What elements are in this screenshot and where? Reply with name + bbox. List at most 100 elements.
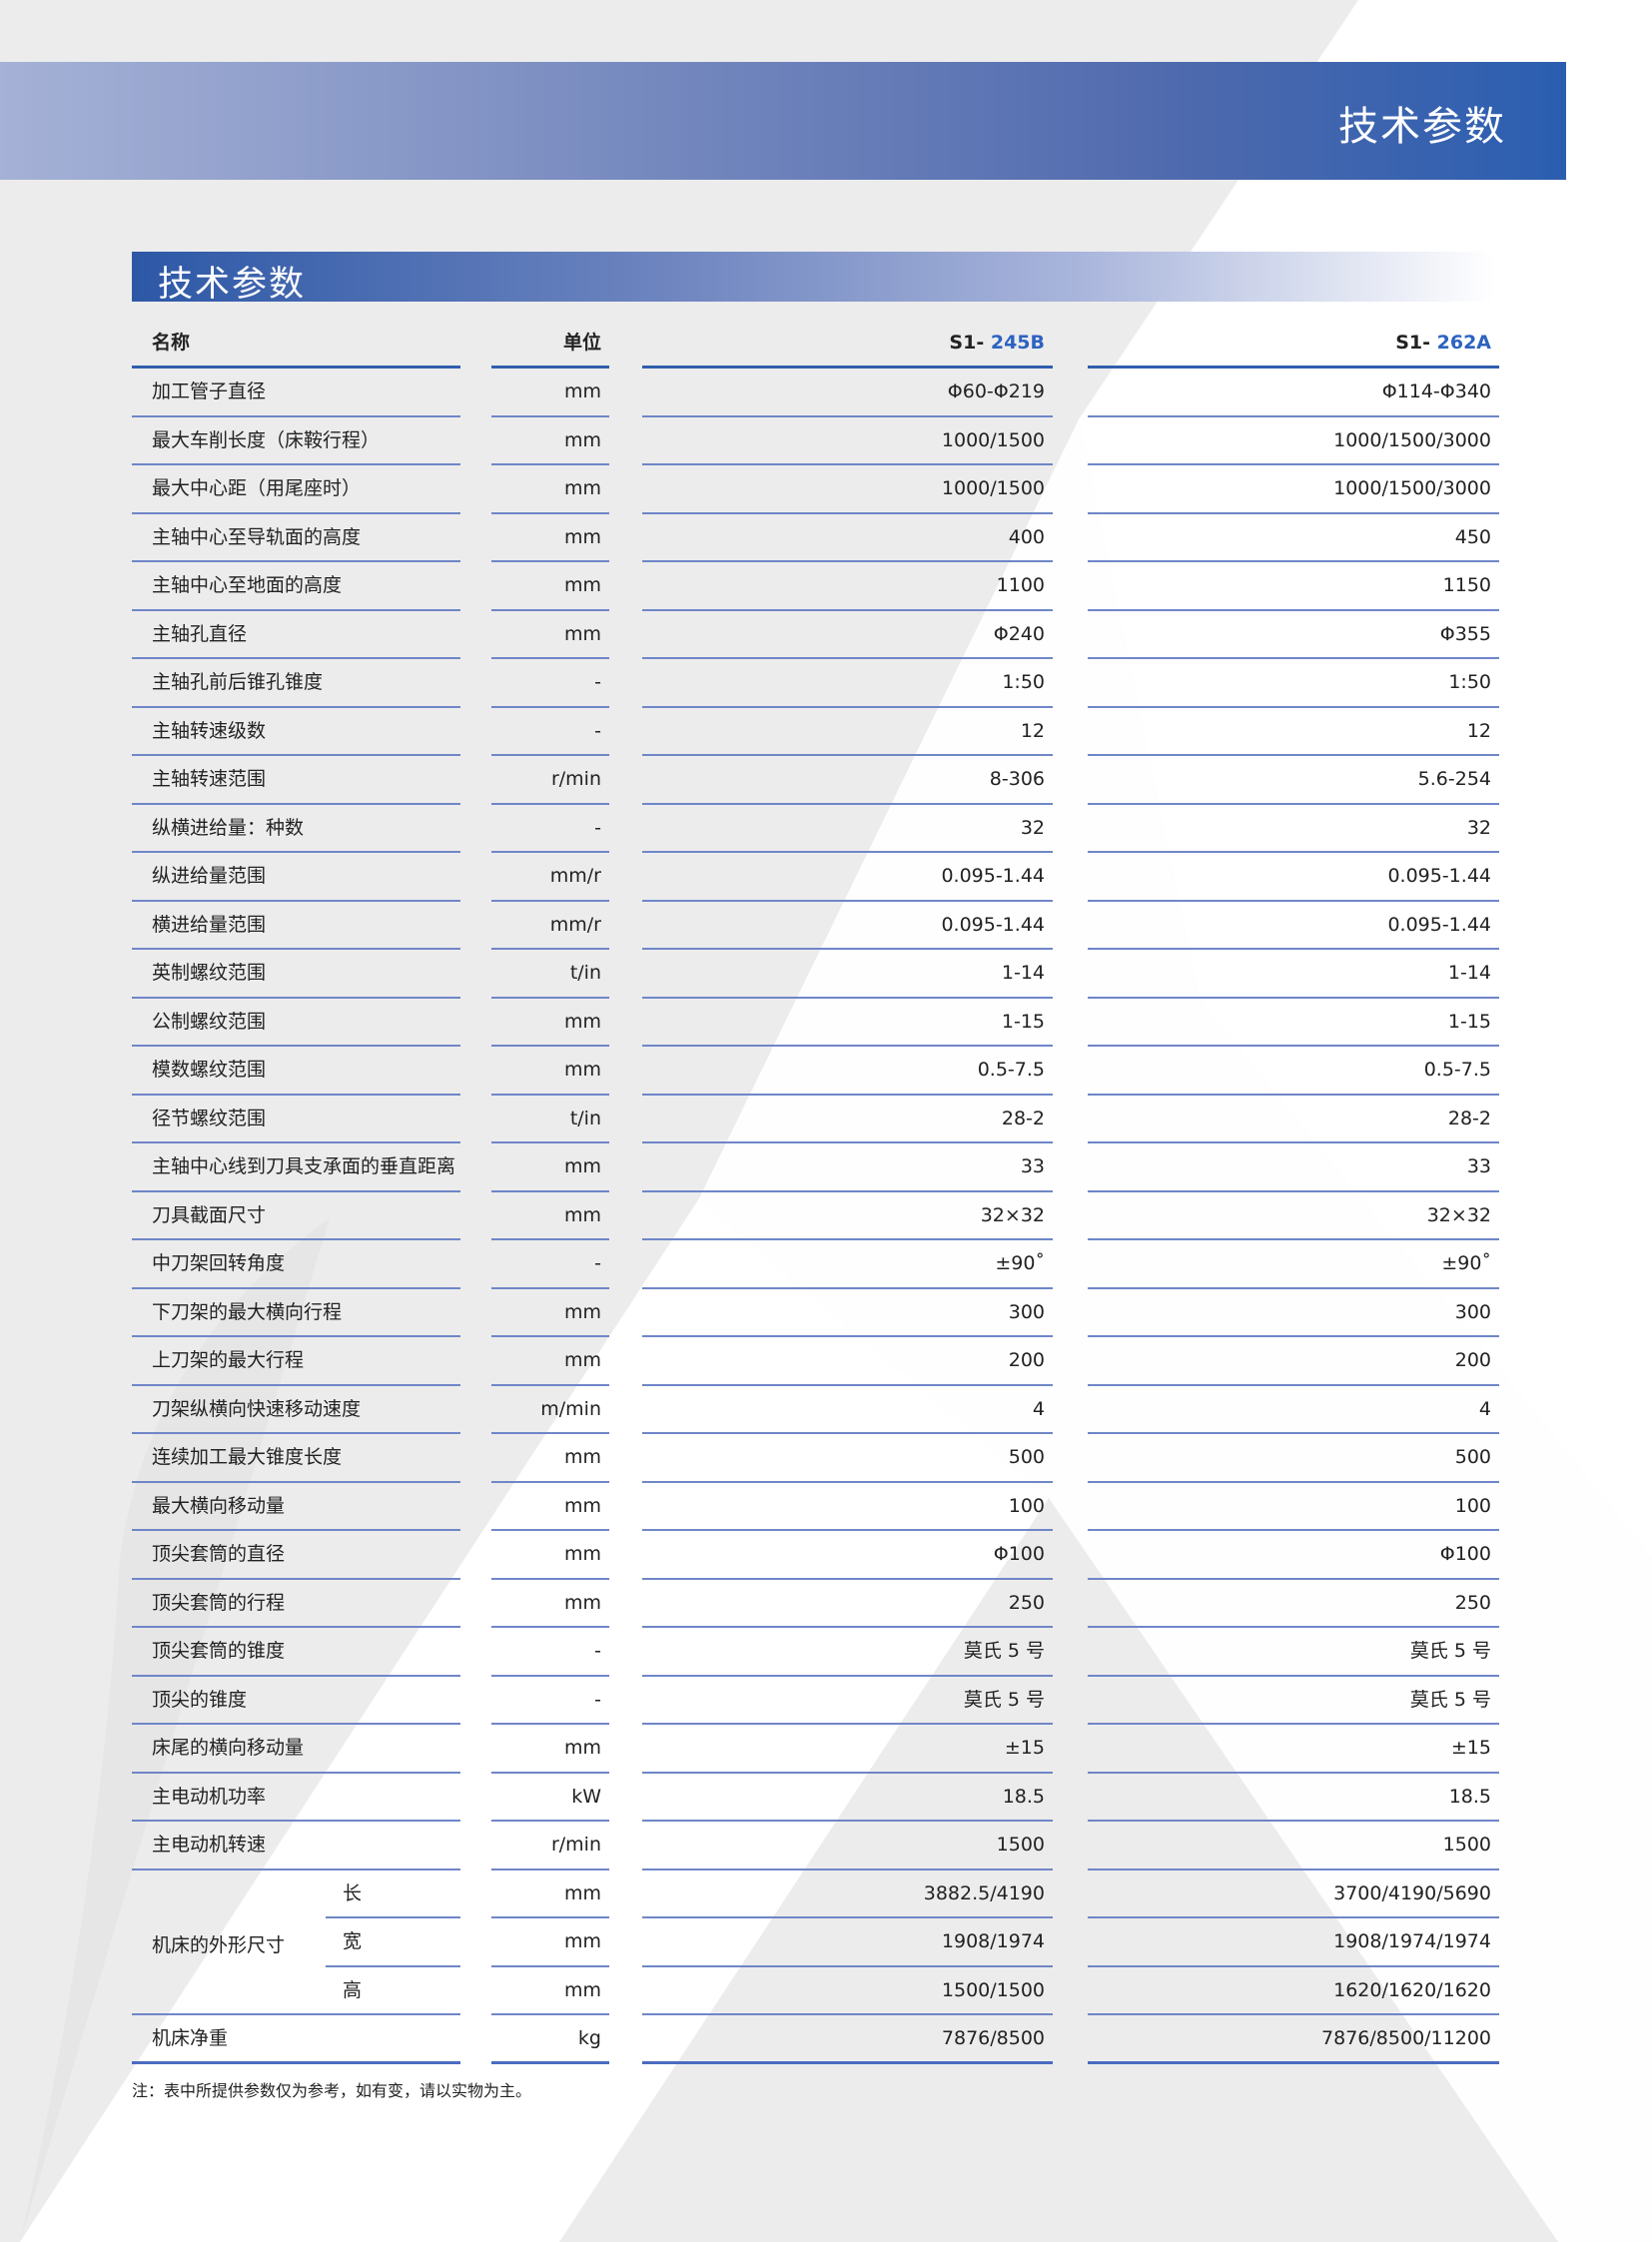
table-row: 纵横进给量：种数 -32 32 bbox=[0, 805, 1652, 853]
value-model-2: 1-14 bbox=[1088, 950, 1499, 999]
param-unit: mm bbox=[491, 1047, 609, 1096]
param-unit: mm bbox=[491, 1967, 609, 2015]
value-model-2: Φ100 bbox=[1088, 1531, 1499, 1580]
param-name: 机床净重 bbox=[132, 2015, 460, 2064]
table-row: 高 mm 1500/1500 1620/1620/1620 bbox=[0, 1967, 1652, 2015]
param-unit: - bbox=[491, 805, 609, 853]
model-1-prefix: S1- bbox=[949, 332, 985, 354]
value-model-1: 400 bbox=[642, 514, 1053, 562]
value-model-1: 100 bbox=[642, 1483, 1053, 1531]
value-model-1: 4 bbox=[642, 1386, 1053, 1434]
header-model-1: S1- 245B bbox=[642, 320, 1053, 369]
value-model-1: 250 bbox=[642, 1580, 1053, 1628]
table-row: 主轴转速级数 -12 12 bbox=[0, 708, 1652, 756]
value-model-2: 250 bbox=[1088, 1580, 1499, 1628]
dimension-sub-label: 宽 bbox=[326, 1918, 460, 1967]
value-model-2: 100 bbox=[1088, 1483, 1499, 1531]
value-model-1: Φ100 bbox=[642, 1531, 1053, 1580]
value-model-1: 1000/1500 bbox=[642, 417, 1053, 465]
value-model-2: 450 bbox=[1088, 514, 1499, 562]
value-model-1: 18.5 bbox=[642, 1774, 1053, 1822]
param-name: 纵进给量范围 bbox=[132, 853, 460, 902]
param-unit: r/min bbox=[491, 756, 609, 805]
table-row: 主轴中心线到刀具支承面的垂直距离 mm 33 33 bbox=[0, 1143, 1652, 1192]
value-model-2: Φ355 bbox=[1088, 611, 1499, 659]
param-unit: mm bbox=[491, 1434, 609, 1483]
param-unit: kg bbox=[491, 2015, 609, 2064]
param-name: 模数螺纹范围 bbox=[132, 1047, 460, 1096]
value-model-2: 28-2 bbox=[1088, 1096, 1499, 1143]
value-model-2: 500 bbox=[1088, 1434, 1499, 1483]
param-unit: mm bbox=[491, 999, 609, 1047]
param-name: 主轴转速范围 bbox=[132, 756, 460, 805]
param-name: 顶尖的锥度 bbox=[132, 1677, 460, 1725]
value-model-2: 1000/1500/3000 bbox=[1088, 417, 1499, 465]
param-name: 主电动机功率 bbox=[132, 1774, 460, 1822]
table-row: 顶尖套筒的锥度 - 莫氏 5 号莫氏 5 号 bbox=[0, 1628, 1652, 1677]
param-name: 最大横向移动量 bbox=[132, 1483, 460, 1531]
param-unit: mm bbox=[491, 1870, 609, 1918]
param-unit: mm bbox=[491, 611, 609, 659]
value-model-2: 0.5-7.5 bbox=[1088, 1047, 1499, 1096]
table-row: 最大中心距（用尾座时） mm 1000/1500 1000/1500/3000 bbox=[0, 465, 1652, 514]
table-row: 顶尖的锥度 - 莫氏 5 号莫氏 5 号 bbox=[0, 1677, 1652, 1725]
table-row: 主轴中心至地面的高度 mm 1100 1150 bbox=[0, 562, 1652, 611]
table-row: 长 mm 3882.5/4190 3700/4190/5690 bbox=[0, 1870, 1652, 1918]
value-model-1: 0.095-1.44 bbox=[642, 902, 1053, 950]
param-unit: mm bbox=[491, 562, 609, 611]
value-model-2: 莫氏 5 号 bbox=[1088, 1628, 1499, 1677]
table-row: 最大车削长度（床鞍行程） mm 1000/1500 1000/1500/3000 bbox=[0, 417, 1652, 465]
value-model-2: 32×32 bbox=[1088, 1192, 1499, 1240]
value-model-1: 1000/1500 bbox=[642, 465, 1053, 514]
value-model-2: 12 bbox=[1088, 708, 1499, 756]
value-model-2: 1000/1500/3000 bbox=[1088, 465, 1499, 514]
param-name: 主轴孔直径 bbox=[132, 611, 460, 659]
param-name: 公制螺纹范围 bbox=[132, 999, 460, 1047]
param-name: 主轴转速级数 bbox=[132, 708, 460, 756]
value-model-2: 33 bbox=[1088, 1143, 1499, 1192]
table-row: 主轴转速范围 r/min 8-306 5.6-254 bbox=[0, 756, 1652, 805]
value-model-2: 1908/1974/1974 bbox=[1088, 1918, 1499, 1967]
param-unit: mm/r bbox=[491, 853, 609, 902]
table-row: 英制螺纹范围 t/in 1-14 1-14 bbox=[0, 950, 1652, 999]
value-model-1: 莫氏 5 号 bbox=[642, 1628, 1053, 1677]
param-name: 最大中心距（用尾座时） bbox=[132, 465, 460, 514]
value-model-1: 12 bbox=[642, 708, 1053, 756]
table-row: 连续加工最大锥度长度 mm 500 500 bbox=[0, 1434, 1652, 1483]
value-model-2: 200 bbox=[1088, 1337, 1499, 1386]
table-row: 宽 mm 1908/1974 1908/1974/1974 bbox=[0, 1918, 1652, 1967]
value-model-1: 1-15 bbox=[642, 999, 1053, 1047]
header-model-2: S1- 262A bbox=[1088, 320, 1499, 369]
dimension-group-cell bbox=[132, 1967, 326, 2015]
param-name: 中刀架回转角度 bbox=[132, 1240, 460, 1289]
param-unit: mm bbox=[491, 1725, 609, 1774]
param-name: 连续加工最大锥度长度 bbox=[132, 1434, 460, 1483]
table-row: 中刀架回转角度 - ±90˚ ±90˚ bbox=[0, 1240, 1652, 1289]
table-row: 最大横向移动量 mm 100 100 bbox=[0, 1483, 1652, 1531]
value-model-2: 1:50 bbox=[1088, 659, 1499, 708]
value-model-2: Φ114-Φ340 bbox=[1088, 369, 1499, 417]
param-name: 刀架纵横向快速移动速度 bbox=[132, 1386, 460, 1434]
header-unit: 单位 bbox=[491, 320, 609, 369]
value-model-1: 1100 bbox=[642, 562, 1053, 611]
param-name: 下刀架的最大横向行程 bbox=[132, 1289, 460, 1337]
value-model-1: 500 bbox=[642, 1434, 1053, 1483]
value-model-1: 8-306 bbox=[642, 756, 1053, 805]
table-row: 顶尖套筒的直径 mm Φ100 Φ100 bbox=[0, 1531, 1652, 1580]
value-model-2: 7876/8500/11200 bbox=[1088, 2015, 1499, 2064]
dimension-group-label: 机床的外形尺寸 bbox=[152, 1934, 286, 1956]
param-unit: - bbox=[491, 1628, 609, 1677]
param-unit: mm bbox=[491, 1580, 609, 1628]
table-row: 主轴中心至导轨面的高度 mm 400 450 bbox=[0, 514, 1652, 562]
param-unit: mm bbox=[491, 1192, 609, 1240]
value-model-2: 0.095-1.44 bbox=[1088, 853, 1499, 902]
table-row: 主电动机转速 r/min 1500 1500 bbox=[0, 1822, 1652, 1870]
table-row: 主电动机功率 kW 18.5 18.5 bbox=[0, 1774, 1652, 1822]
param-name: 最大车削长度（床鞍行程） bbox=[132, 417, 460, 465]
top-banner: 技术参数 bbox=[0, 62, 1566, 180]
value-model-2: 0.095-1.44 bbox=[1088, 902, 1499, 950]
param-unit: mm bbox=[491, 1483, 609, 1531]
param-name: 横进给量范围 bbox=[132, 902, 460, 950]
value-model-2: 5.6-254 bbox=[1088, 756, 1499, 805]
